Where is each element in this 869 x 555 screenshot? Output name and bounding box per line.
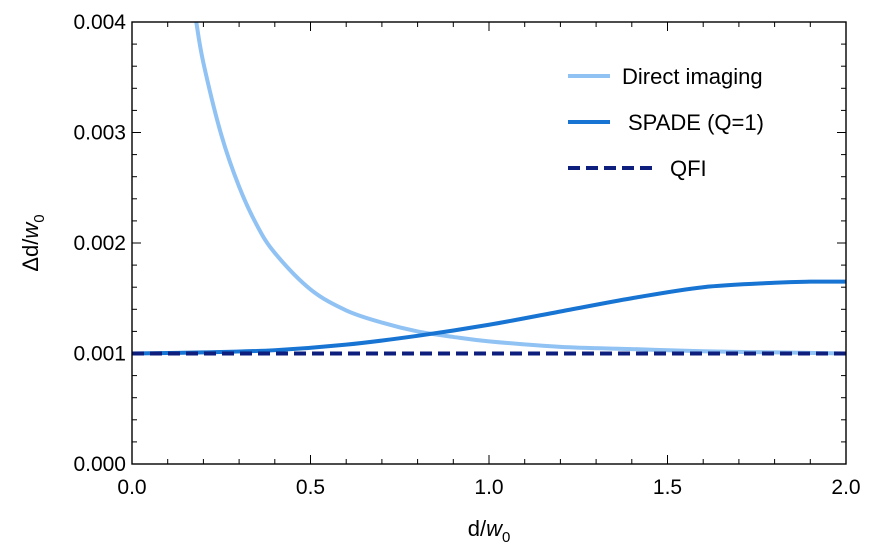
legend-label-direct-imaging: Direct imaging — [622, 64, 763, 89]
x-tick-label: 0.5 — [296, 476, 325, 499]
x-tick-label: 1.5 — [653, 476, 682, 499]
series-line-spade-q-1 — [132, 279, 846, 356]
x-axis-label: d/w0 — [468, 516, 511, 546]
x-tick-label: 2.0 — [831, 476, 860, 499]
y-tick-label: 0.000 — [73, 453, 126, 476]
series-layer — [132, 22, 846, 356]
legend-label-spade: SPADE (Q=1) — [628, 110, 764, 135]
y-axis-label-base: Δd/ — [18, 238, 43, 272]
x-axis-label-italic: w — [486, 516, 504, 541]
y-tick-label: 0.003 — [73, 122, 126, 145]
x-axis-label-sub: 0 — [502, 529, 510, 546]
labels-layer: 0.0 0.5 1.0 1.5 2.0 0.000 0.001 0.002 0.003 0.004 — [73, 11, 860, 499]
y-axis-label-sub: 0 — [31, 214, 48, 222]
legend: Direct imaging SPADE (Q=1) QFI — [568, 64, 764, 181]
y-tick-label: 0.001 — [73, 343, 126, 366]
y-axis-label-italic: w — [18, 221, 43, 239]
x-tick-label: 0.0 — [117, 476, 146, 499]
plot-frame — [131, 21, 847, 465]
series-line-direct-imaging — [194, 22, 846, 356]
x-axis-label-base: d/ — [468, 516, 487, 541]
y-tick-label: 0.004 — [73, 11, 126, 34]
legend-label-qfi: QFI — [670, 156, 707, 181]
x-tick-label: 1.0 — [474, 476, 503, 499]
y-axis-label: Δd/w0 — [18, 214, 48, 271]
y-tick-label: 0.002 — [73, 232, 126, 255]
